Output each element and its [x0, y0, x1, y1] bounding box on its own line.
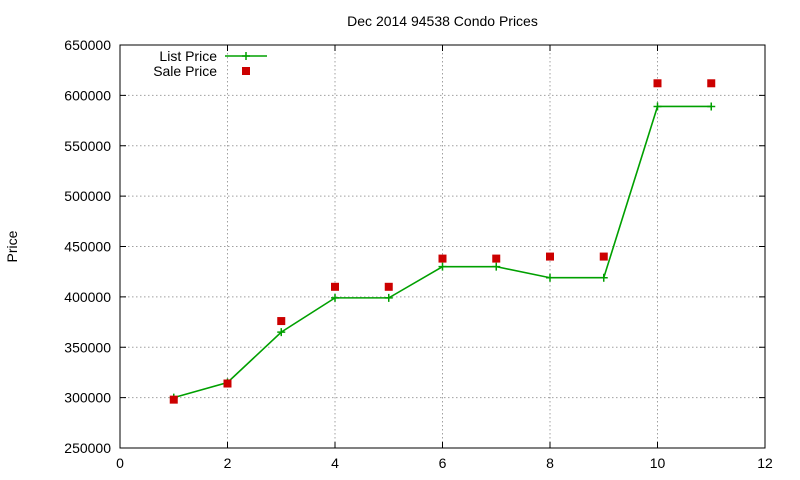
x-tick-label: 4: [331, 455, 339, 471]
data-point: [546, 273, 554, 282]
series-sale-price: [169, 79, 716, 404]
y-tick-label: 500000: [64, 188, 111, 204]
legend-marker: [242, 67, 250, 75]
y-tick-label: 300000: [64, 390, 111, 406]
data-point: [384, 282, 393, 291]
legend-label: Sale Price: [153, 63, 217, 79]
data-point: [599, 273, 608, 282]
axis-ticks: 0 2 4 6 8 10 12 250000 300000 350000 400000 450000 5…: [64, 37, 773, 471]
x-tick-label: 8: [546, 455, 554, 471]
x-tick-label: 10: [650, 455, 666, 471]
data-point: [707, 79, 716, 88]
y-tick-label: 600000: [64, 87, 111, 103]
series-layer: [169, 79, 716, 404]
data-point: [546, 252, 554, 261]
data-point: [331, 282, 339, 291]
data-point: [653, 79, 662, 88]
data-point: [277, 328, 286, 337]
data-point: [169, 395, 178, 404]
data-point: [599, 252, 608, 261]
y-tick-label: 550000: [64, 138, 111, 154]
data-point: [492, 262, 501, 271]
data-point: [384, 293, 393, 302]
y-tick-label: 650000: [64, 37, 111, 53]
legend-label: List Price: [159, 48, 217, 64]
data-point: [438, 262, 447, 271]
x-tick-label: 0: [116, 455, 124, 471]
series-list-price: [169, 102, 716, 402]
data-point: [223, 379, 232, 388]
legend-marker: [242, 52, 250, 60]
chart-title: Dec 2014 94538 Condo Prices: [347, 13, 538, 29]
data-point: [653, 102, 662, 111]
y-tick-label: 250000: [64, 440, 111, 456]
data-point: [438, 254, 447, 263]
y-tick-label: 350000: [64, 339, 111, 355]
x-tick-label: 2: [224, 455, 232, 471]
data-point: [707, 102, 716, 111]
data-point: [492, 254, 501, 263]
data-point: [277, 317, 286, 326]
y-axis-label: Price: [4, 230, 20, 262]
y-tick-label: 450000: [64, 239, 111, 255]
x-tick-label: 12: [757, 455, 773, 471]
data-point: [331, 293, 339, 302]
x-tick-label: 6: [439, 455, 447, 471]
grid: [120, 45, 765, 448]
y-tick-label: 400000: [64, 289, 111, 305]
